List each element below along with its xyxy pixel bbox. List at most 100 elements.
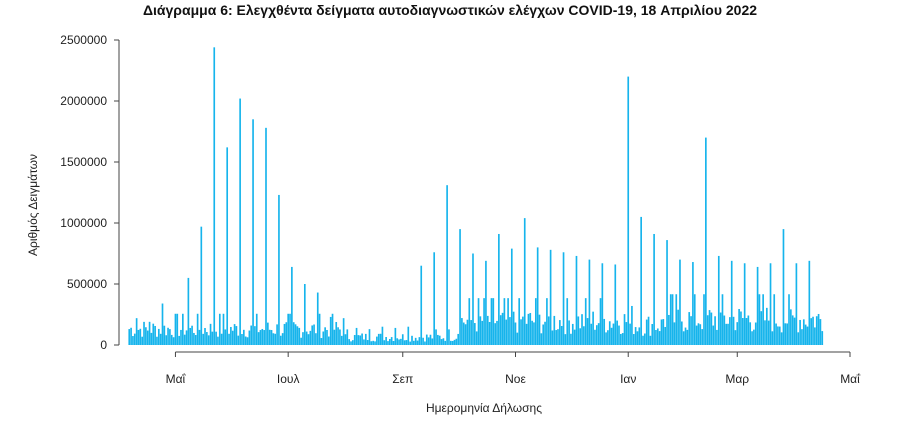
bar: [150, 332, 153, 345]
bar: [457, 333, 460, 345]
bar: [309, 330, 312, 345]
x-tick-label: Ιουλ: [277, 372, 300, 386]
bar: [137, 329, 140, 345]
bar: [481, 320, 484, 345]
bar: [152, 323, 155, 345]
bar: [579, 328, 582, 345]
bar: [200, 226, 203, 345]
bar: [248, 330, 251, 345]
bar: [213, 47, 216, 345]
bar: [401, 334, 404, 345]
bar: [597, 323, 600, 345]
bar: [366, 340, 369, 345]
bar: [662, 319, 665, 345]
bar: [571, 323, 574, 345]
bar: [516, 332, 519, 345]
bar: [812, 316, 814, 345]
bar: [228, 333, 230, 345]
bar: [326, 329, 328, 345]
bar: [133, 333, 136, 345]
bar: [403, 340, 406, 345]
bar: [749, 322, 752, 345]
chart-title: Διάγραμμα 6: Ελεγχθέντα δείγματα αυτοδια…: [142, 2, 758, 18]
bar: [148, 321, 151, 345]
bar: [361, 333, 363, 345]
bar: [538, 314, 541, 345]
bar: [320, 338, 323, 345]
bar: [668, 314, 670, 345]
bar: [385, 337, 387, 345]
bar: [636, 331, 639, 345]
bar: [632, 334, 635, 345]
bar: [296, 326, 299, 345]
bar: [146, 330, 149, 345]
bar: [283, 323, 286, 345]
bar: [418, 337, 421, 345]
bar: [265, 127, 267, 345]
bar: [540, 333, 543, 345]
bar: [241, 334, 243, 345]
bar: [189, 327, 192, 345]
bar: [268, 329, 271, 345]
bar: [333, 329, 336, 345]
bar: [224, 329, 227, 345]
bar: [204, 328, 206, 345]
bar: [388, 338, 391, 345]
bar: [581, 314, 583, 345]
bar: [156, 336, 158, 345]
bar: [405, 340, 408, 345]
x-axis-label: Ημερομηνία Δήλωσης: [426, 401, 542, 415]
bar: [651, 324, 654, 345]
bar: [710, 312, 713, 345]
bar: [274, 333, 277, 345]
bar: [773, 294, 776, 345]
bar: [435, 329, 437, 345]
bar: [727, 323, 729, 345]
bar: [305, 331, 308, 345]
bar: [285, 322, 288, 345]
bar: [499, 315, 502, 345]
bar: [359, 335, 362, 345]
bar: [311, 325, 314, 345]
bar: [817, 313, 820, 345]
bar: [488, 322, 491, 345]
bar: [226, 147, 229, 345]
bar: [437, 334, 439, 345]
bar: [542, 324, 545, 345]
bar: [549, 249, 552, 345]
bar: [638, 327, 641, 345]
bar: [381, 326, 384, 345]
bar: [172, 337, 175, 345]
bar: [782, 229, 785, 345]
bar: [778, 326, 781, 345]
bar: [802, 319, 805, 345]
bar: [560, 325, 563, 345]
bar: [448, 329, 450, 345]
bar: [322, 331, 325, 345]
bar: [235, 326, 238, 345]
bar: [218, 313, 221, 345]
bar: [215, 331, 217, 345]
bar: [169, 329, 171, 345]
x-axis: Μαΐ Ιουλ Σεπ Νοε Ιαν Μαρ Μαΐ: [166, 351, 861, 386]
bar: [664, 326, 667, 345]
bar: [559, 320, 561, 345]
bar: [677, 309, 679, 345]
bar: [686, 329, 689, 345]
bar: [392, 340, 395, 345]
bar: [307, 334, 310, 345]
bar: [492, 298, 495, 345]
bar: [583, 326, 585, 345]
bar: [474, 323, 476, 345]
bar: [819, 319, 822, 345]
bar: [714, 316, 716, 345]
bar: [656, 328, 659, 345]
bar: [509, 317, 511, 345]
bar: [573, 329, 576, 345]
bar: [732, 316, 735, 345]
bar: [660, 319, 663, 345]
bar: [154, 325, 156, 345]
bar: [790, 309, 792, 345]
bar: [348, 339, 350, 345]
